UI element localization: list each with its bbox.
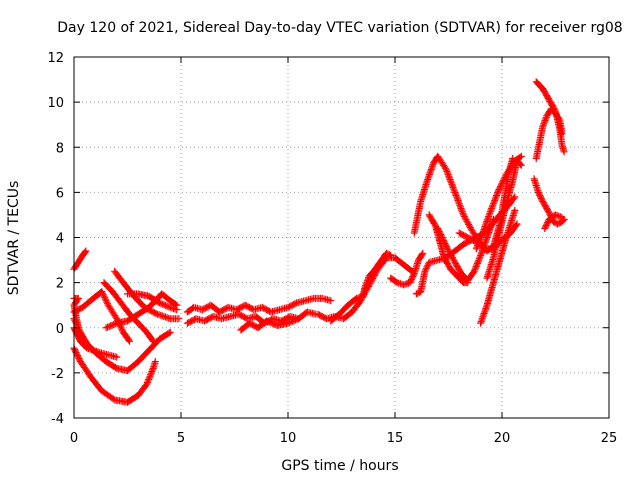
series-markers [532, 105, 566, 162]
y-tick-label: -4 [51, 412, 64, 427]
x-tick-label: 0 [70, 431, 78, 446]
x-tick-label: 10 [280, 431, 297, 446]
data-layer [70, 78, 568, 406]
x-tick-label: 25 [601, 431, 618, 446]
series-arc-28 [541, 211, 566, 232]
ticks: 0 5 10 15 20 25 -4 -2 0 2 4 6 8 10 12 [47, 51, 617, 446]
series-arc-11 [183, 294, 335, 316]
y-axis-label: SDTVAR / TECUs [6, 181, 22, 296]
series-arc-16 [387, 249, 427, 289]
series-markers [70, 247, 90, 273]
series-markers [70, 294, 82, 332]
series-arc-15 [327, 249, 395, 325]
series-arc-25 [532, 78, 568, 156]
series-arc-23 [477, 206, 519, 327]
y-tick-label: -2 [51, 367, 64, 382]
y-tick-label: 2 [56, 277, 64, 292]
series-arc-24 [483, 157, 525, 282]
y-tick-label: 6 [56, 186, 64, 201]
series-markers [327, 249, 395, 325]
series-arc-26 [532, 105, 566, 162]
series-arc-12 [183, 308, 320, 327]
series-markers [532, 78, 568, 156]
series-arc-10 [124, 290, 181, 314]
y-tick-label: 10 [47, 96, 64, 111]
series-arc-1 [70, 247, 90, 273]
x-tick-label: 5 [177, 431, 185, 446]
chart-title: Day 120 of 2021, Sidereal Day-to-day VTE… [57, 20, 622, 36]
series-arc-9 [70, 294, 82, 332]
y-tick-label: 12 [47, 51, 64, 66]
series-arc-13 [237, 315, 303, 334]
y-tick-label: 0 [56, 322, 64, 337]
x-tick-label: 15 [387, 431, 404, 446]
x-axis-label: GPS time / hours [281, 458, 398, 474]
y-tick-label: 4 [56, 232, 64, 247]
y-tick-label: 8 [56, 141, 64, 156]
x-tick-label: 20 [494, 431, 511, 446]
